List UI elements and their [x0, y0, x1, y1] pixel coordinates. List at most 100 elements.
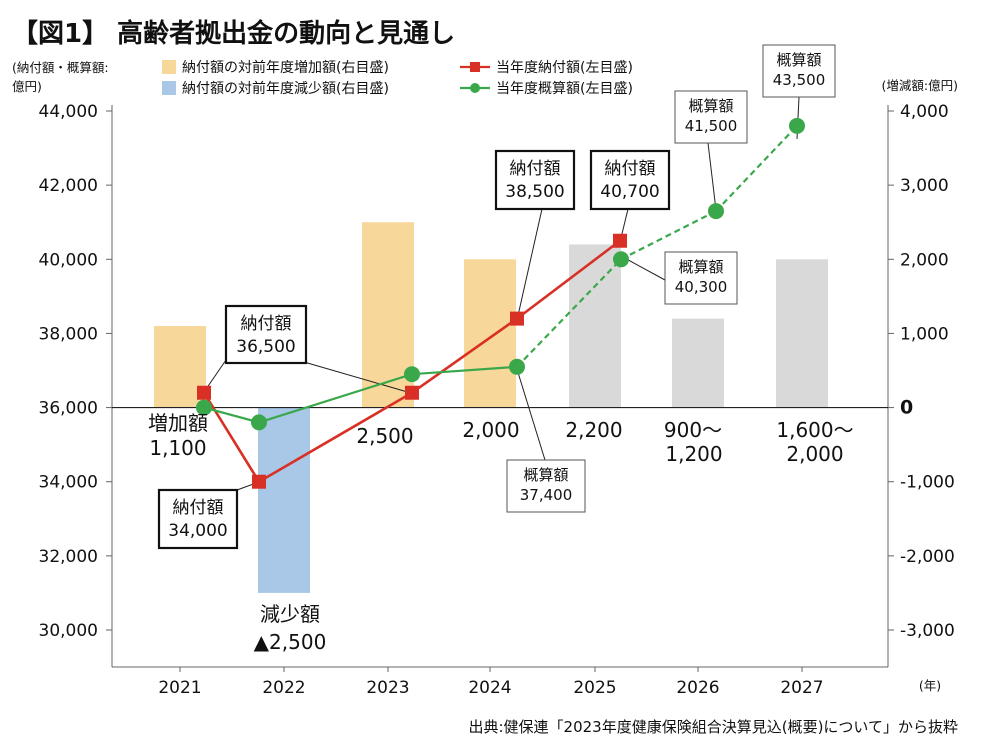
x-tick-label: 2021 — [158, 678, 201, 698]
legend-swatch-marker — [470, 62, 480, 72]
bar-label: ▲2,500 — [254, 630, 327, 654]
series-line-当年度概算額 — [411, 365, 518, 376]
left-axis-unit: (納付額・概算額: 億円) — [12, 60, 109, 94]
callout-leader-line — [516, 208, 543, 321]
callout-box — [224, 304, 308, 365]
callout-title: 概算額 — [523, 466, 568, 484]
marker-当年度概算額-2026 — [708, 203, 724, 220]
series-line-当年度納付額 — [516, 239, 621, 320]
series-line-当年度納付額 — [202, 392, 261, 483]
marker-当年度概算額-2021 — [196, 399, 212, 416]
callout-value: 40,300 — [675, 278, 728, 296]
axes-layer: 30,000 32,000 34,000 36,000 38,000 40,000 42,0… — [39, 102, 955, 698]
marker-当年度納付額-2023 — [405, 385, 419, 400]
bar-label: 2,000 — [462, 418, 519, 442]
callout-box — [674, 90, 748, 144]
legend-swatch — [162, 81, 176, 95]
series-line-当年度概算額 — [258, 373, 413, 424]
bars-layer — [154, 222, 828, 593]
bar-label: 減少額 — [260, 602, 320, 626]
callout-title: 納付額 — [173, 498, 224, 518]
series-markers-layer — [196, 117, 805, 489]
callout-box — [762, 44, 836, 98]
bar-2023 — [362, 222, 414, 408]
callout-leader-line — [303, 361, 412, 394]
marker-当年度概算額-2023 — [404, 366, 420, 383]
right-tick-label: 0 — [900, 397, 913, 419]
series-line-当年度納付額 — [411, 317, 518, 394]
left-tick-label: 30,000 — [39, 621, 98, 641]
series-line-当年度納付額 — [258, 391, 413, 483]
callout-box — [506, 459, 586, 513]
legend-label: 納付額の対前年度増加額(右目盛) — [182, 59, 389, 76]
right-tick-label: -3,000 — [900, 621, 955, 641]
callout-box — [664, 251, 738, 305]
marker-当年度概算額-2022 — [251, 414, 267, 431]
legend-layer: 納付額の対前年度増加額(右目盛) 納付額の対前年度減少額(右目盛) 当年度納付額(左… — [162, 59, 633, 97]
left-tick-label: 36,000 — [39, 399, 98, 419]
callouts-layer: 納付額 36,500 納付額 34,000 納付額 38,500 納付額 40,700 概算額 3… — [157, 44, 836, 550]
marker-当年度納付額-2021 — [197, 385, 211, 400]
callout-title: 概算額 — [776, 51, 821, 69]
bar-2024 — [464, 259, 516, 408]
bar-label: 1,200 — [665, 442, 722, 466]
legend-label: 当年度概算額(左目盛) — [496, 81, 633, 97]
marker-当年度納付額-2024 — [510, 311, 524, 326]
callout-value: 34,000 — [168, 521, 227, 541]
callout-value: 43,500 — [773, 71, 826, 89]
legend-label: 当年度納付額(左目盛) — [496, 60, 633, 76]
callout-leader-line — [707, 142, 717, 211]
left-tick-label: 44,000 — [39, 102, 98, 122]
callout-title: 納付額 — [510, 159, 561, 179]
right-axis-unit: (増減額:億円) — [882, 78, 958, 93]
callout-leader-line — [515, 365, 546, 461]
left-tick-label: 38,000 — [39, 324, 98, 344]
left-tick-label: 34,000 — [39, 473, 98, 493]
bar-label: 増加額 — [148, 411, 208, 435]
x-tick-label: 2026 — [676, 678, 719, 698]
left-tick-label: 42,000 — [39, 176, 98, 196]
bar-label: 1,100 — [149, 436, 206, 460]
left-tick-label: 32,000 — [39, 547, 98, 567]
callout-value: 38,500 — [505, 182, 564, 202]
marker-当年度概算額-2024 — [509, 358, 525, 375]
legend-swatch-marker — [470, 83, 480, 93]
x-tick-label: 2025 — [573, 678, 616, 698]
right-tick-label: -2,000 — [900, 547, 955, 567]
right-tick-label: 2,000 — [900, 250, 949, 270]
left-axis-unit-line: (納付額・概算額: — [12, 60, 109, 75]
marker-当年度概算額-2027 — [789, 117, 805, 134]
callout-value: 36,500 — [236, 337, 295, 357]
callout-box — [589, 149, 671, 211]
marker-当年度納付額-2022 — [252, 474, 266, 489]
right-tick-label: 4,000 — [900, 102, 949, 122]
bar-2022 — [258, 407, 310, 593]
series-lines-layer — [202, 125, 798, 483]
bar-2026 — [672, 318, 724, 408]
bar-label: 1,600～ — [776, 418, 853, 442]
chart-title: 【図1】 高齢者拠出金の動向と見通し — [12, 18, 455, 49]
chart-source: 出典:健保連「2023年度健康保険組合決算見込(概要)について」から抜粋 — [469, 718, 959, 736]
callout-value: 41,500 — [685, 117, 738, 135]
callout-value: 40,700 — [600, 182, 659, 202]
x-tick-label: 2024 — [468, 678, 511, 698]
callout-title: 納付額 — [241, 314, 292, 334]
callout-title: 概算額 — [688, 97, 733, 115]
callout-value: 37,400 — [520, 486, 573, 504]
callout-title: 概算額 — [678, 258, 723, 276]
right-tick-label: -1,000 — [900, 473, 955, 493]
x-tick-label: 2023 — [366, 678, 409, 698]
series-line-当年度概算額 — [203, 406, 260, 424]
bar-2027 — [776, 259, 828, 408]
bar-label: 2,200 — [565, 418, 622, 442]
left-tick-label: 40,000 — [39, 250, 98, 270]
bar-label: 900～ — [664, 418, 722, 442]
left-axis-unit-line: 億円) — [12, 79, 42, 94]
legend-swatch — [162, 60, 176, 74]
series-line-当年度概算額 — [516, 258, 622, 368]
x-tick-label: 2027 — [780, 678, 823, 698]
marker-当年度概算額-2025 — [613, 251, 629, 268]
